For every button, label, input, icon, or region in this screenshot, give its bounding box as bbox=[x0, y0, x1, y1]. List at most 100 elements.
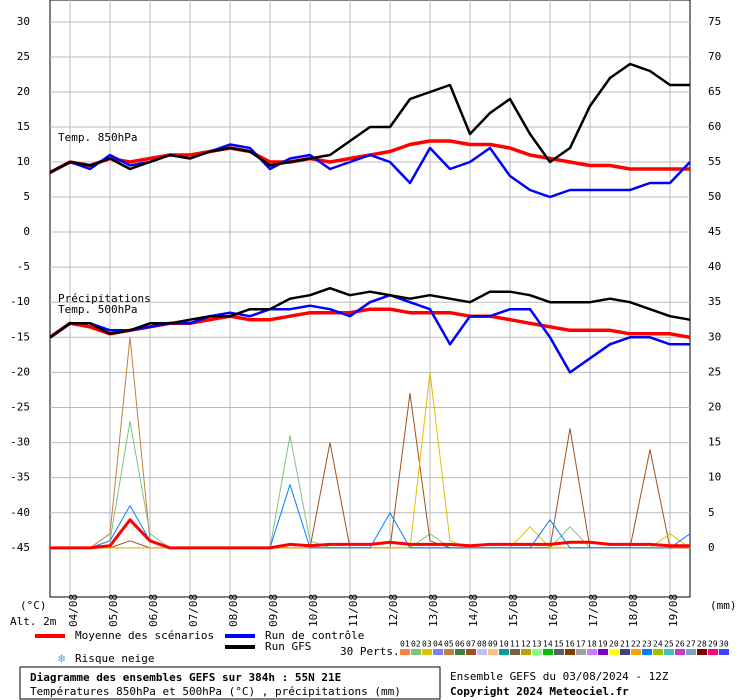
y-tick-label: -25 bbox=[10, 400, 30, 413]
pert-label: 18 bbox=[587, 640, 597, 649]
pert-swatch bbox=[543, 649, 553, 655]
y-tick-label: 20 bbox=[17, 85, 30, 98]
pert-swatch bbox=[455, 649, 465, 655]
pert-swatch bbox=[477, 649, 487, 655]
x-tick-label: 06/08 bbox=[147, 594, 160, 627]
pert-swatch bbox=[697, 649, 707, 655]
pert-label: 09 bbox=[488, 640, 498, 649]
pert-swatch bbox=[653, 649, 663, 655]
pert-swatch bbox=[411, 649, 421, 655]
y-tick-label: -20 bbox=[10, 365, 30, 378]
x-tick-label: 11/08 bbox=[347, 594, 360, 627]
x-tick-label: 15/08 bbox=[507, 594, 520, 627]
x-tick-label: 09/08 bbox=[267, 594, 280, 627]
y2-tick-label: 45 bbox=[708, 225, 721, 238]
pert-label: 04 bbox=[433, 640, 443, 649]
footer-title: Diagramme des ensembles GEFS sur 384h : … bbox=[30, 671, 341, 684]
series-line bbox=[49, 293, 690, 374]
y2-tick-label: 0 bbox=[708, 541, 715, 554]
pert-label: 27 bbox=[686, 640, 696, 649]
x-tick-label: 08/08 bbox=[227, 594, 240, 627]
y-tick-label: 30 bbox=[17, 15, 30, 28]
y2-tick-label: 55 bbox=[708, 155, 721, 168]
y2-tick-label: 20 bbox=[708, 400, 721, 413]
pert-label: 25 bbox=[664, 640, 674, 649]
left-unit: (°C) bbox=[20, 599, 47, 612]
pert-swatch bbox=[521, 649, 531, 655]
pert-label: 03 bbox=[422, 640, 432, 649]
pert-swatch bbox=[422, 649, 432, 655]
pert-label: 08 bbox=[477, 640, 487, 649]
pert-swatch bbox=[444, 649, 454, 655]
pert-label: 05 bbox=[444, 640, 454, 649]
pert-label: 13 bbox=[532, 640, 542, 649]
pert-label: 01 bbox=[400, 640, 410, 649]
pert-label: 24 bbox=[653, 640, 663, 649]
y-tick-label: -40 bbox=[10, 506, 30, 519]
pert-label: 02 bbox=[411, 640, 421, 649]
legend-label: Run GFS bbox=[265, 640, 311, 653]
x-tick-label: 04/08 bbox=[67, 594, 80, 627]
y2-tick-label: 70 bbox=[708, 50, 721, 63]
pert-label: 11 bbox=[510, 640, 520, 649]
pert-swatch bbox=[708, 649, 718, 655]
x-tick-label: 16/08 bbox=[547, 594, 560, 627]
x-tick-label: 19/08 bbox=[667, 594, 680, 627]
altitude: Alt. 2m bbox=[10, 615, 57, 628]
y2-tick-label: 35 bbox=[708, 295, 721, 308]
pert-label: 30 bbox=[719, 640, 729, 649]
y2-tick-label: 5 bbox=[708, 506, 715, 519]
pert-swatch bbox=[598, 649, 608, 655]
snow-icon: ❄ bbox=[58, 652, 65, 666]
pert-swatch bbox=[466, 649, 476, 655]
y-tick-label: 15 bbox=[17, 120, 30, 133]
pert-swatch bbox=[686, 649, 696, 655]
x-tick-label: 07/08 bbox=[187, 594, 200, 627]
pert-swatch bbox=[664, 649, 674, 655]
pert-label: 19 bbox=[598, 640, 608, 649]
x-tick-label: 10/08 bbox=[307, 594, 320, 627]
copyright: Copyright 2024 Meteociel.fr bbox=[450, 685, 629, 698]
footer-box bbox=[19, 666, 441, 700]
y-tick-label: 10 bbox=[17, 155, 30, 168]
pert-swatch bbox=[554, 649, 564, 655]
panel-label: Précipitations bbox=[58, 292, 151, 305]
pert-swatch bbox=[642, 649, 652, 655]
pert-label: 15 bbox=[554, 640, 564, 649]
pert-swatch bbox=[620, 649, 630, 655]
pert-label: 20 bbox=[609, 640, 619, 649]
pert-swatch bbox=[499, 649, 509, 655]
footer-subtitle: Températures 850hPa et 500hPa (°C) , pré… bbox=[30, 685, 401, 698]
pert-label: 21 bbox=[620, 640, 630, 649]
y2-tick-label: 60 bbox=[708, 120, 721, 133]
pert-label: 14 bbox=[543, 640, 553, 649]
y2-tick-label: 25 bbox=[708, 365, 721, 378]
pert-label: 28 bbox=[697, 640, 707, 649]
run-info: Ensemble GEFS du 03/08/2024 - 12Z bbox=[450, 670, 669, 683]
x-tick-label: 17/08 bbox=[587, 594, 600, 627]
perts-label: 30 Perts. bbox=[340, 645, 400, 658]
y-tick-label: 25 bbox=[17, 50, 30, 63]
y2-tick-label: 65 bbox=[708, 85, 721, 98]
pert-label: 23 bbox=[642, 640, 652, 649]
pert-swatch bbox=[609, 649, 619, 655]
x-tick-label: 14/08 bbox=[467, 594, 480, 627]
series-line bbox=[49, 62, 690, 174]
y-tick-label: -10 bbox=[10, 295, 30, 308]
pert-swatch bbox=[719, 649, 729, 655]
y-tick-label: 0 bbox=[23, 225, 30, 238]
y2-tick-label: 50 bbox=[708, 190, 721, 203]
legend-label: Moyenne des scénarios bbox=[75, 629, 214, 642]
pert-label: 07 bbox=[466, 640, 476, 649]
series-line bbox=[49, 286, 691, 339]
pert-swatch bbox=[400, 649, 410, 655]
y2-tick-label: 15 bbox=[708, 436, 721, 449]
pert-label: 10 bbox=[499, 640, 509, 649]
y2-tick-label: 40 bbox=[708, 260, 721, 273]
y-tick-label: -30 bbox=[10, 436, 30, 449]
x-tick-label: 05/08 bbox=[107, 594, 120, 627]
y-tick-label: -45 bbox=[10, 541, 30, 554]
right-unit: (mm) bbox=[710, 599, 737, 612]
pert-label: 26 bbox=[675, 640, 685, 649]
